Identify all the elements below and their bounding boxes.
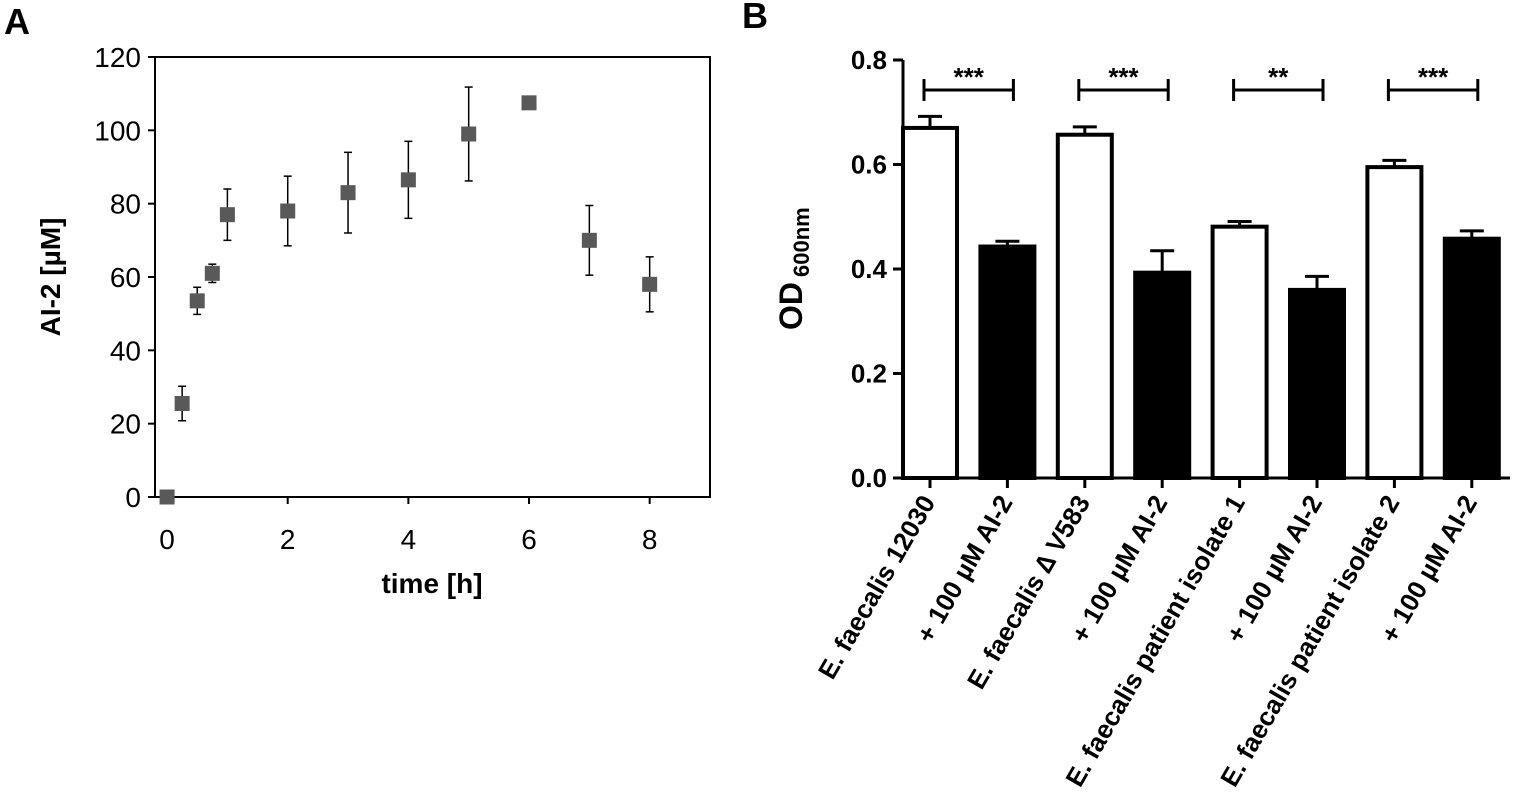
chart-a-points [159,86,658,505]
chart-b-y-axis-label-subscript: 600nm [789,207,814,277]
chart-b-significance-label: *** [1418,62,1449,92]
chart-a-y-tick-label: 100 [94,115,141,146]
chart-a-x-tick-label: 4 [401,524,417,555]
chart-a-x-tick-label: 0 [159,524,175,555]
chart-a-y-ticks: 0 20 40 60 80 100 120 [94,42,155,513]
chart-a-y-tick-label: 20 [110,409,141,440]
chart-a-point [204,265,220,281]
chart-b-bar [978,244,1037,480]
chart-b-bar [1133,270,1192,480]
chart-b-y-axis-label: OD 600nm [773,207,814,330]
chart-b-bar [901,125,959,481]
chart-b-category-labels: E. faecalis 12030+ 100 µM AI-2E. faecali… [812,490,1483,792]
chart-a-point [174,396,190,411]
chart-a-point [461,126,477,142]
chart-a-x-ticks: 0 2 4 6 8 [159,497,657,555]
chart-a-scatter: time [h] AI-2 [µM] 0 20 40 60 80 100 120 0 2 4 6 8 [35,42,711,599]
chart-a-y-tick-label: 80 [110,189,141,220]
chart-b-y-tick-label: 0.0 [851,463,887,493]
chart-b-bars [901,114,1501,488]
chart-b-y-tick-label: 0.2 [851,359,887,389]
chart-a-y-tick-label: 60 [110,262,141,293]
chart-b-y-ticks: 0.0 0.2 0.4 0.6 0.8 [851,45,903,493]
panel-a-letter: A [4,1,30,42]
chart-a-point [521,95,537,111]
chart-a-x-tick-label: 2 [280,524,296,555]
chart-a-y-tick-label: 40 [110,335,141,366]
chart-b-y-tick-label: 0.6 [851,150,887,180]
chart-b-category-label: E. faecalis 12030 [812,490,941,684]
chart-b-y-tick-label: 0.4 [851,254,888,284]
chart-b-bar [1365,165,1424,481]
chart-b-bar [1055,132,1114,480]
chart-b-significance-label: *** [954,62,985,92]
chart-a-point [189,293,205,309]
chart-a-x-tick-label: 6 [521,524,537,555]
chart-a-y-tick-label: 0 [125,482,141,513]
chart-a-point [219,207,235,223]
chart-a-point [280,203,296,219]
chart-b-bar: OD 600nm 0.0 0.2 0.4 0.6 0.8 E. faecalis 1203… [773,45,1510,792]
chart-a-point [400,172,416,188]
chart-b-bar [1288,287,1346,480]
chart-a-x-axis-label: time [h] [381,568,482,599]
chart-a-point [642,276,658,292]
chart-a-point [159,489,175,505]
chart-b-bar [1210,224,1269,480]
panel-b-letter: B [742,0,768,36]
chart-b-y-tick-label: 0.8 [851,45,887,75]
chart-b-significance: *** *** ** *** [922,62,1480,101]
chart-a-y-axis-label: AI-2 [µM] [35,218,66,337]
chart-a-point [581,232,597,248]
chart-a-point [340,185,356,201]
chart-b-y-axis-label-main: OD [773,282,809,330]
chart-b-significance-label: ** [1268,62,1289,92]
chart-a-y-tick-label: 120 [94,42,141,73]
chart-a-x-tick-label: 8 [642,524,658,555]
chart-a-plot-frame [154,56,711,498]
chart-b-significance-label: *** [1108,62,1139,92]
chart-b-bar [1442,236,1501,480]
